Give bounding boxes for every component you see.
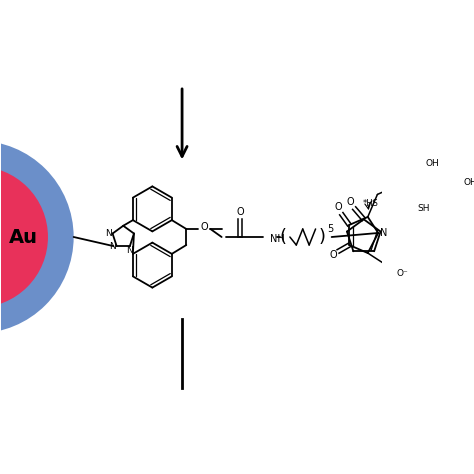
Text: *HS: *HS (362, 199, 378, 208)
Text: O: O (236, 207, 244, 217)
Text: NH: NH (270, 234, 284, 244)
Text: O: O (200, 222, 208, 232)
Text: 5: 5 (327, 224, 333, 234)
Wedge shape (0, 166, 48, 308)
Text: ): ) (319, 228, 326, 246)
Text: N: N (380, 228, 388, 238)
Text: O⁻: O⁻ (396, 269, 408, 278)
Text: O: O (346, 198, 354, 208)
Text: OH: OH (425, 159, 439, 168)
Text: Au: Au (9, 228, 38, 246)
Text: SH: SH (417, 204, 429, 213)
Text: (: ( (280, 228, 287, 246)
Text: O: O (334, 202, 342, 212)
Text: N: N (127, 246, 133, 255)
Text: N: N (105, 229, 112, 238)
Text: N: N (109, 242, 116, 251)
Wedge shape (0, 141, 73, 333)
Text: O: O (329, 250, 337, 261)
Text: OH: OH (464, 178, 474, 187)
